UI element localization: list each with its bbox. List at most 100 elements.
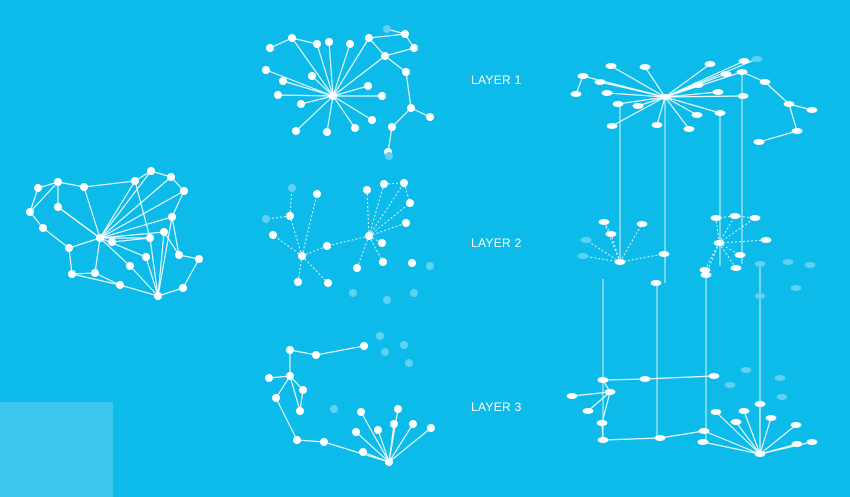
ghost-node xyxy=(790,284,802,292)
node xyxy=(374,426,382,434)
edge xyxy=(715,411,761,455)
node xyxy=(730,418,742,426)
node xyxy=(407,104,415,112)
node xyxy=(683,125,695,133)
node xyxy=(427,424,435,432)
ghost-node xyxy=(774,374,786,382)
node xyxy=(605,62,617,70)
node xyxy=(292,127,300,135)
edge xyxy=(585,239,621,263)
node xyxy=(269,231,277,239)
ghost-node xyxy=(405,359,413,367)
node xyxy=(692,81,704,89)
node xyxy=(714,109,726,117)
node xyxy=(806,438,818,446)
edge xyxy=(282,80,334,97)
aggregate-network xyxy=(26,167,203,300)
edge xyxy=(368,202,411,237)
ghost-node xyxy=(288,184,296,192)
edge xyxy=(68,247,73,275)
node xyxy=(323,128,331,136)
edge xyxy=(301,193,318,257)
node xyxy=(730,264,742,272)
ghost-node xyxy=(381,348,389,356)
node xyxy=(754,400,766,408)
ghost-node xyxy=(400,341,408,349)
edge xyxy=(323,441,390,463)
edge xyxy=(145,256,159,297)
edge xyxy=(368,182,405,237)
node xyxy=(363,186,371,194)
edge xyxy=(111,237,151,243)
node xyxy=(299,386,307,394)
edge xyxy=(99,170,152,239)
node xyxy=(168,213,176,221)
edge xyxy=(99,237,147,258)
edge xyxy=(332,37,370,97)
node xyxy=(346,40,354,48)
node xyxy=(368,116,376,124)
node xyxy=(806,106,818,114)
node xyxy=(582,407,594,415)
edge xyxy=(295,95,334,132)
node xyxy=(329,92,337,100)
edge xyxy=(99,237,131,267)
node xyxy=(605,230,617,238)
node xyxy=(262,66,270,74)
edge xyxy=(715,215,736,219)
edge xyxy=(664,96,690,130)
edge xyxy=(764,81,790,105)
ghost-node xyxy=(804,261,816,269)
edge xyxy=(332,95,356,129)
edge xyxy=(301,245,328,257)
ghost-node xyxy=(385,152,393,160)
edge xyxy=(265,215,291,220)
node xyxy=(313,40,321,48)
edge xyxy=(99,176,172,239)
edge xyxy=(377,429,390,463)
node xyxy=(296,407,304,415)
node xyxy=(147,167,155,175)
edge xyxy=(715,217,720,244)
node xyxy=(598,218,610,226)
node xyxy=(294,278,302,286)
edge xyxy=(759,424,797,455)
edge xyxy=(297,255,303,283)
node xyxy=(401,30,409,38)
edge xyxy=(269,37,293,49)
node xyxy=(160,228,168,236)
ghost-node xyxy=(376,332,384,340)
edge xyxy=(356,235,370,269)
edge xyxy=(601,391,611,424)
edge xyxy=(704,242,720,271)
edge xyxy=(718,215,736,244)
node xyxy=(577,72,589,80)
layer-3-label: LAYER 3 xyxy=(471,400,522,414)
edge xyxy=(275,397,298,441)
edge xyxy=(360,411,390,463)
edge xyxy=(326,95,334,133)
node xyxy=(790,421,802,429)
edge xyxy=(163,231,180,256)
node xyxy=(286,346,294,354)
edge xyxy=(289,349,317,356)
node xyxy=(566,392,578,400)
edge xyxy=(296,439,325,443)
corner-panel xyxy=(0,402,113,497)
edge xyxy=(384,55,407,73)
edge xyxy=(788,103,798,132)
edge xyxy=(384,47,415,57)
node xyxy=(142,253,150,261)
edge xyxy=(571,391,611,397)
edge xyxy=(149,237,159,297)
edge xyxy=(291,37,334,97)
edge xyxy=(743,410,761,455)
node xyxy=(351,124,359,132)
edge xyxy=(99,190,185,239)
edge xyxy=(599,81,666,98)
node xyxy=(698,427,710,435)
node xyxy=(297,100,305,108)
node xyxy=(54,203,62,211)
node xyxy=(359,448,367,456)
edge xyxy=(289,187,293,217)
